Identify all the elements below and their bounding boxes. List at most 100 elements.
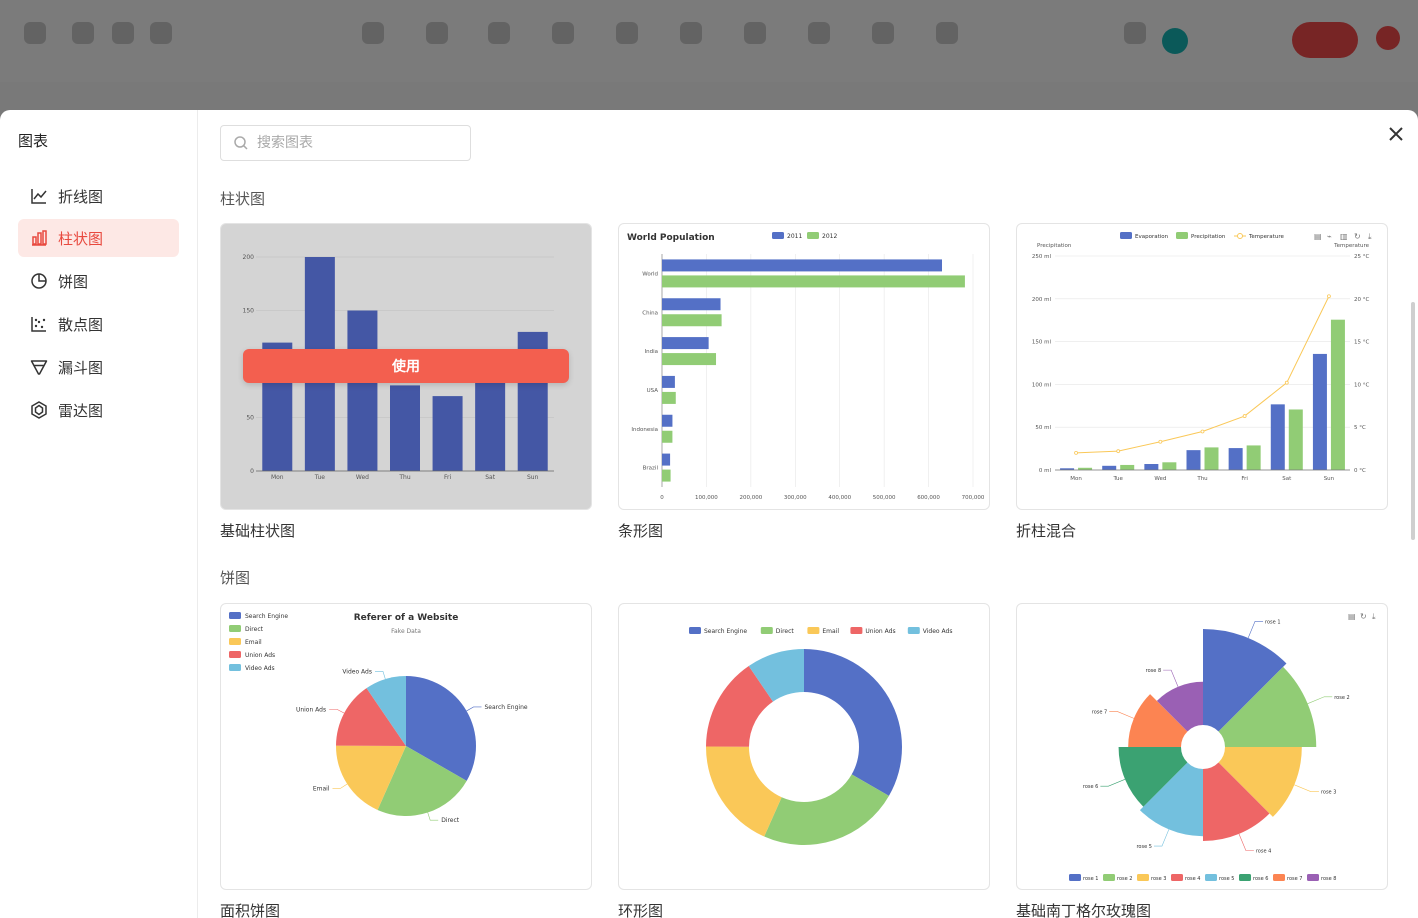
x-tick-label: 500,000 xyxy=(873,495,896,501)
x-tick-label: Sun xyxy=(527,474,539,481)
label-line xyxy=(374,671,386,680)
bar xyxy=(662,275,965,288)
y-tick-label: 0 ml xyxy=(1039,468,1052,474)
chart-title: Referer of a Website xyxy=(354,613,459,623)
legend-label: 2011 xyxy=(787,233,802,240)
legend-label: rose 2 xyxy=(1117,876,1132,882)
bar xyxy=(390,385,420,471)
legend-swatch xyxy=(772,232,784,239)
rose-slice xyxy=(1118,747,1188,807)
search-input[interactable] xyxy=(255,134,449,152)
rose-slice xyxy=(1139,762,1203,837)
nav-item-radar[interactable]: 雷达图 xyxy=(18,391,179,429)
slice-label: rose 6 xyxy=(1083,784,1098,790)
legend-swatch xyxy=(1307,874,1319,881)
slice-label: rose 3 xyxy=(1321,790,1336,796)
rose-slice xyxy=(1218,747,1302,817)
y-tick-label: 200 ml xyxy=(1032,297,1052,303)
chart-picker-modal: 图表 折线图 柱状图 饼图 散点图 漏斗图 雷达图 柱状图 xyxy=(0,110,1418,918)
nav-item-pie[interactable]: 饼图 xyxy=(18,262,179,300)
legend-label: Search Engine xyxy=(245,613,288,620)
nav-item-line[interactable]: 折线图 xyxy=(18,177,179,215)
donut-slice xyxy=(706,666,773,747)
line-point xyxy=(1200,429,1205,434)
bar xyxy=(1078,467,1093,470)
toolbox-icon: ↻ xyxy=(1360,612,1367,621)
y-tick-label: USA xyxy=(647,388,659,394)
y-tick-label: India xyxy=(645,349,659,355)
bar xyxy=(662,259,943,272)
bar xyxy=(662,337,709,350)
bar xyxy=(1162,462,1177,470)
line-point xyxy=(1158,439,1163,444)
bar xyxy=(1186,450,1201,470)
legend-label: Direct xyxy=(245,626,264,633)
x-tick-label: Sat xyxy=(485,474,495,481)
legend-swatch xyxy=(229,664,241,671)
modal-title: 图表 xyxy=(18,132,49,150)
chart-card-rose[interactable]: ▤ ↻ ⤓ rose 1 rose 2 rose 3 rose 4 rose 5 rose 6 r… xyxy=(1016,603,1388,890)
legend-swatch xyxy=(1273,874,1285,881)
x-tick-label: Sat xyxy=(1282,476,1292,482)
legend-swatch xyxy=(1069,874,1081,881)
pie-slice xyxy=(377,746,467,816)
y-tick-label-right: 5 °C xyxy=(1354,425,1366,431)
label-line xyxy=(1294,784,1319,793)
funnel-chart-icon xyxy=(30,360,48,375)
y-tick-label: 50 xyxy=(246,415,254,422)
chart-card-label: 环形图 xyxy=(618,902,664,918)
x-tick-label: Wed xyxy=(356,474,369,481)
mixed-chart-preview: Evaporation Precipitation Temperature ▤ ⌁ ▥ ↻ ⤓… xyxy=(1032,232,1372,482)
legend-label: Email xyxy=(822,628,839,635)
slice-label: Search Engine xyxy=(485,704,528,711)
label-line xyxy=(1238,833,1254,851)
y-tick-label: World xyxy=(642,271,658,277)
legend-swatch xyxy=(1103,874,1115,881)
donut-slice xyxy=(706,746,782,837)
nav-item-funnel[interactable]: 漏斗图 xyxy=(18,348,179,386)
chart-card-bar-line-mix[interactable]: Evaporation Precipitation Temperature ▤ ⌁ ▥ ↻ ⤓… xyxy=(1016,223,1388,510)
legend-swatch xyxy=(850,627,863,634)
rose-slice xyxy=(1203,762,1270,842)
nav-item-label: 柱状图 xyxy=(58,229,104,248)
legend-swatch xyxy=(1120,232,1132,239)
chart-title: World Population xyxy=(627,233,715,243)
section-title: 柱状图 xyxy=(220,190,266,208)
legend-label: rose 7 xyxy=(1287,876,1302,882)
chart-card-basic-bar[interactable]: 050100150200MonTueWedThuFriSatSun 使用 xyxy=(220,223,592,510)
y-axis-label: Temperature xyxy=(1333,243,1369,249)
chart-card-donut[interactable]: Search Engine Direct Email Union Ads Video A… xyxy=(618,603,990,890)
slice-label: rose 8 xyxy=(1146,668,1161,674)
rose-chart-preview: ▤ ↻ ⤓ rose 1 rose 2 rose 3 rose 4 rose 5 rose 6 r… xyxy=(1069,612,1376,882)
x-tick-label: Mon xyxy=(271,474,284,481)
chart-card-label: 折柱混合 xyxy=(1016,522,1077,540)
chart-subtitle: Fake Data xyxy=(391,628,421,635)
pie-slice xyxy=(336,688,406,746)
label-line xyxy=(1163,669,1179,687)
nav-item-bar[interactable]: 柱状图 xyxy=(18,219,179,257)
x-tick-label: 0 xyxy=(660,495,664,501)
nav-item-scatter[interactable]: 散点图 xyxy=(18,305,179,343)
x-tick-label: 400,000 xyxy=(828,495,851,501)
label-line xyxy=(332,783,348,789)
use-button[interactable]: 使用 xyxy=(243,349,569,383)
legend-label: rose 1 xyxy=(1083,876,1098,882)
scrollbar[interactable] xyxy=(1411,302,1415,540)
bar xyxy=(662,453,671,466)
y-tick-label-right: 10 °C xyxy=(1354,382,1369,388)
y-tick-label: 150 xyxy=(243,308,255,315)
toolbox-icon: ↻ xyxy=(1354,232,1361,241)
bar xyxy=(432,396,463,471)
line-point xyxy=(1284,380,1289,385)
bar xyxy=(662,375,675,388)
radar-chart-icon xyxy=(31,401,47,419)
bar xyxy=(662,314,722,327)
close-icon[interactable] xyxy=(1384,122,1408,146)
chart-card-area-pie[interactable]: Referer of a Website Fake Data Search Engi… xyxy=(220,603,592,890)
bar xyxy=(1330,319,1345,470)
nav-item-label: 雷达图 xyxy=(58,401,104,420)
chart-card-horizontal-bar[interactable]: World Population 2011 2012 0 100,000 200,000 3… xyxy=(618,223,990,510)
line-chart-icon xyxy=(31,189,47,204)
horizontal-bar-chart-preview: World Population 2011 2012 0 100,000 200,000 3… xyxy=(627,232,985,501)
y-tick-label-right: 15 °C xyxy=(1354,340,1369,346)
